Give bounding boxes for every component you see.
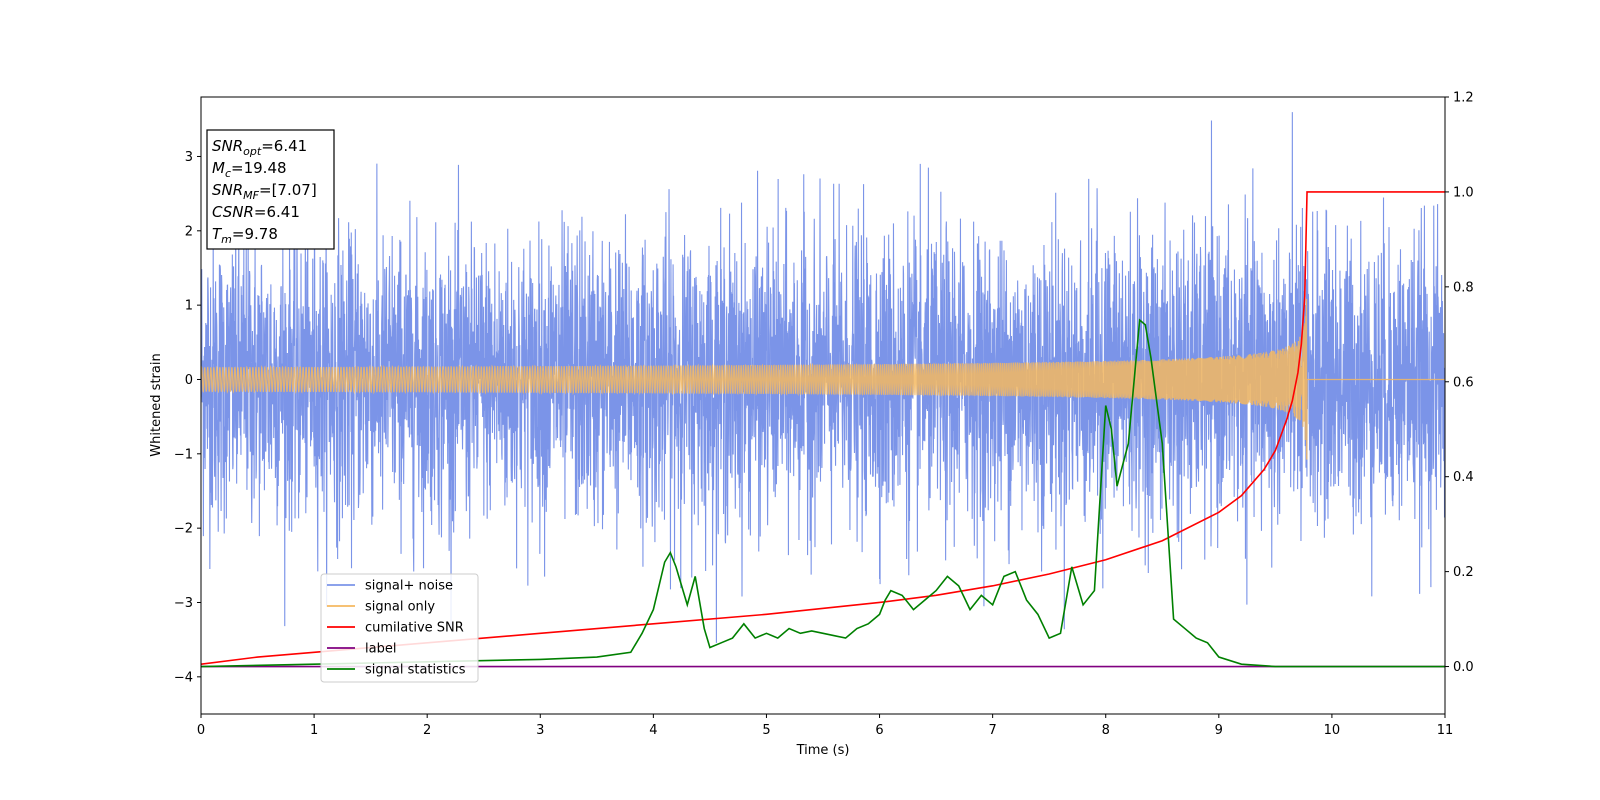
info-box-line: CSNR=6.41 — [212, 203, 300, 221]
x-tick-label: 0 — [197, 723, 205, 738]
y-tick-left-label: −4 — [174, 670, 193, 685]
series-signal-statistics — [201, 318, 1445, 668]
y-tick-right-label: 1.2 — [1453, 91, 1474, 106]
y-tick-right-label: 0.8 — [1453, 280, 1474, 295]
legend-entry: label — [365, 642, 396, 657]
x-tick-label: 5 — [762, 723, 770, 738]
series-cumulative-snr — [201, 191, 1445, 665]
x-tick-label: 3 — [536, 723, 544, 738]
y-tick-left-label: 0 — [185, 373, 193, 388]
y-tick-right-label: 1.0 — [1453, 185, 1474, 200]
y-tick-left-label: 2 — [185, 224, 193, 239]
legend-frame — [320, 573, 479, 683]
series-signal-noise — [201, 112, 1445, 643]
info-box: SNRopt=6.41Mc=19.48SNRMF=[7.07]CSNR=6.41… — [206, 129, 335, 250]
y-tick-right-label: 0.0 — [1453, 660, 1474, 675]
x-tick-label: 8 — [1102, 723, 1110, 738]
info-box-line: Tm=9.78 — [212, 225, 278, 246]
y-tick-left-label: −3 — [174, 596, 193, 611]
x-tick-label: 4 — [649, 723, 657, 738]
legend: signal+ noise signal only cumilative SNR la… — [320, 573, 479, 683]
info-box-frame — [206, 129, 335, 250]
plot-frame — [200, 96, 1446, 715]
series-signal-only — [201, 298, 1445, 460]
y-tick-left-label: −1 — [174, 447, 193, 462]
x-tick-label: 7 — [988, 723, 996, 738]
x-tick-label: 11 — [1437, 723, 1454, 738]
x-axis-label: Time (s) — [796, 743, 850, 758]
axes-layer: 0 1 2 3 4 5 6 7 8 9 10 113210−1−2−3−41.21.00.80.60.… — [174, 91, 1474, 739]
x-tick-label: 1 — [310, 723, 318, 738]
y-tick-right-label: 0.6 — [1453, 375, 1474, 390]
info-box-line: SNRMF=[7.07] — [212, 181, 317, 202]
y-tick-left-label: 3 — [185, 150, 193, 165]
y-tick-left-label: −2 — [174, 522, 193, 537]
x-tick-label: 9 — [1215, 723, 1223, 738]
x-tick-label: 2 — [423, 723, 431, 738]
info-box-line: SNRopt=6.41 — [212, 137, 307, 158]
y-axis-label: Whitened strain — [149, 353, 164, 456]
legend-entry: cumilative SNR — [365, 621, 464, 636]
y-tick-right-label: 0.4 — [1453, 470, 1474, 485]
y-tick-left-label: 1 — [185, 299, 193, 314]
info-box-line: Mc=19.48 — [212, 159, 287, 180]
x-tick-label: 6 — [875, 723, 883, 738]
legend-entry: signal only — [365, 600, 435, 615]
legend-entry: signal+ noise — [365, 579, 453, 594]
legend-entry: signal statistics — [365, 663, 466, 678]
y-tick-right-label: 0.2 — [1453, 565, 1474, 580]
x-tick-label: 10 — [1324, 723, 1341, 738]
